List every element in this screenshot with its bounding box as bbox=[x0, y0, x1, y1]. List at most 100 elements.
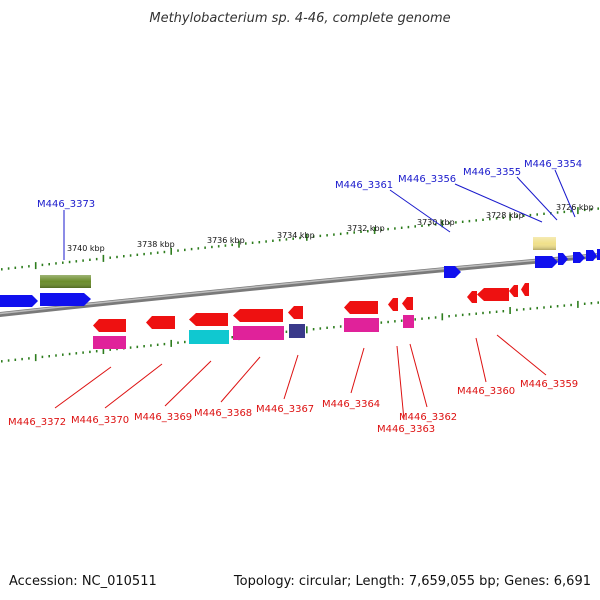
minor-tick bbox=[62, 353, 64, 356]
label-m446-3369[interactable]: M446_3369 bbox=[134, 412, 192, 423]
major-tick bbox=[34, 262, 37, 270]
minor-tick bbox=[333, 233, 335, 236]
minor-tick bbox=[522, 308, 525, 311]
minor-tick bbox=[285, 330, 288, 333]
minor-tick bbox=[55, 354, 57, 357]
genome-summary-label: Topology: circular; Length: 7,659,055 bp… bbox=[233, 574, 591, 589]
label-m446-3367[interactable]: M446_3367 bbox=[256, 404, 314, 415]
minor-tick bbox=[156, 343, 159, 346]
gene-m446-3368[interactable] bbox=[233, 309, 283, 322]
gene-forward[interactable] bbox=[535, 256, 558, 268]
gene-m446-3360[interactable] bbox=[467, 291, 477, 303]
minor-tick bbox=[48, 263, 50, 266]
major-tick bbox=[238, 240, 240, 248]
minor-tick bbox=[184, 248, 186, 252]
minor-tick bbox=[455, 314, 457, 317]
gene-m446-3370[interactable] bbox=[146, 316, 175, 329]
minor-tick bbox=[360, 230, 362, 233]
gene-forward-shade bbox=[40, 275, 91, 288]
minor-tick bbox=[312, 328, 315, 331]
label-m446-3354[interactable]: M446_3354 bbox=[524, 159, 582, 170]
minor-tick bbox=[28, 265, 30, 268]
minor-tick bbox=[68, 260, 71, 264]
minor-tick bbox=[387, 320, 389, 324]
reverse-label-group: M446_3372 M446_3370 M446_3369 M446_3368 … bbox=[8, 379, 578, 435]
tick-label-3736: 3736 kbp bbox=[207, 236, 245, 245]
label-m446-3356[interactable]: M446_3356 bbox=[398, 174, 456, 185]
gene-m446-3362-band[interactable] bbox=[403, 315, 414, 328]
gene-forward[interactable] bbox=[40, 293, 91, 306]
gene-m446-3372-band[interactable] bbox=[93, 336, 126, 349]
label-m446-3370[interactable]: M446_3370 bbox=[71, 415, 129, 426]
minor-tick bbox=[400, 226, 403, 229]
gene-m446-3367-band[interactable] bbox=[289, 324, 305, 338]
minor-tick bbox=[556, 305, 559, 308]
label-m446-3372[interactable]: M446_3372 bbox=[8, 417, 66, 428]
minor-tick bbox=[129, 254, 132, 257]
minor-tick bbox=[177, 249, 179, 252]
minor-tick bbox=[95, 257, 98, 261]
minor-tick bbox=[143, 252, 145, 256]
outer-tick-row bbox=[1, 207, 599, 271]
minor-tick bbox=[414, 225, 416, 228]
minor-tick bbox=[502, 310, 505, 313]
minor-tick bbox=[516, 215, 518, 218]
minor-tick bbox=[475, 312, 477, 315]
gene-m446-3369[interactable] bbox=[189, 313, 228, 326]
major-tick bbox=[102, 254, 105, 262]
reverse-callouts bbox=[54, 334, 547, 421]
gene-forward[interactable] bbox=[586, 250, 597, 261]
major-tick bbox=[170, 247, 172, 255]
gene-m446-3364[interactable] bbox=[344, 301, 378, 314]
minor-tick bbox=[339, 232, 342, 236]
minor-tick bbox=[570, 303, 572, 307]
gene-m446-3359[interactable] bbox=[477, 288, 509, 301]
gene-m446-3363[interactable] bbox=[388, 298, 398, 311]
minor-tick bbox=[495, 310, 498, 313]
label-m446-3363[interactable]: M446_3363 bbox=[377, 424, 435, 435]
minor-tick bbox=[455, 221, 457, 224]
label-m446-3360[interactable]: M446_3360 bbox=[457, 386, 515, 397]
label-m446-3368[interactable]: M446_3368 bbox=[194, 408, 252, 419]
gene-m446-3368-band[interactable] bbox=[233, 326, 284, 340]
label-m446-3359[interactable]: M446_3359 bbox=[520, 379, 578, 390]
callout-line bbox=[409, 343, 428, 408]
label-m446-3355[interactable]: M446_3355 bbox=[463, 167, 521, 178]
minor-tick bbox=[489, 217, 491, 221]
gene-reverse[interactable] bbox=[521, 283, 529, 296]
gene-reverse[interactable] bbox=[509, 285, 518, 297]
gene-m446-3361[interactable] bbox=[444, 266, 461, 278]
minor-tick bbox=[563, 304, 566, 307]
minor-tick bbox=[353, 231, 355, 234]
gene-m446-3362[interactable] bbox=[402, 297, 413, 310]
minor-tick bbox=[150, 344, 152, 347]
label-m446-3373[interactable]: M446_3373 bbox=[37, 199, 95, 210]
minor-tick bbox=[448, 315, 450, 318]
label-m446-3362[interactable]: M446_3362 bbox=[399, 412, 457, 423]
minor-tick bbox=[495, 217, 498, 220]
gene-forward[interactable] bbox=[0, 295, 38, 307]
minor-tick bbox=[211, 245, 213, 249]
gene-forward[interactable] bbox=[573, 252, 585, 263]
major-tick bbox=[34, 354, 37, 362]
label-m446-3364[interactable]: M446_3364 bbox=[322, 399, 380, 410]
minor-tick bbox=[516, 308, 518, 312]
major-tick bbox=[306, 233, 308, 241]
minor-tick bbox=[529, 307, 532, 310]
gene-m446-3369-band[interactable] bbox=[189, 330, 229, 344]
minor-tick bbox=[184, 340, 186, 344]
gene-m446-3372[interactable] bbox=[93, 319, 126, 332]
minor-tick bbox=[326, 326, 328, 329]
gene-forward[interactable] bbox=[558, 253, 568, 265]
minor-tick bbox=[387, 227, 389, 231]
gene-m446-3367[interactable] bbox=[288, 306, 303, 319]
minor-tick bbox=[245, 242, 247, 245]
callout-line bbox=[554, 169, 576, 218]
minor-tick bbox=[339, 325, 342, 328]
gene-m446-3364-band[interactable] bbox=[344, 318, 379, 332]
accession-label: Accession: NC_010511 bbox=[9, 574, 157, 589]
minor-tick bbox=[55, 262, 57, 265]
label-m446-3361[interactable]: M446_3361 bbox=[335, 180, 393, 191]
gene-forward[interactable] bbox=[597, 249, 600, 260]
minor-tick bbox=[400, 319, 403, 322]
